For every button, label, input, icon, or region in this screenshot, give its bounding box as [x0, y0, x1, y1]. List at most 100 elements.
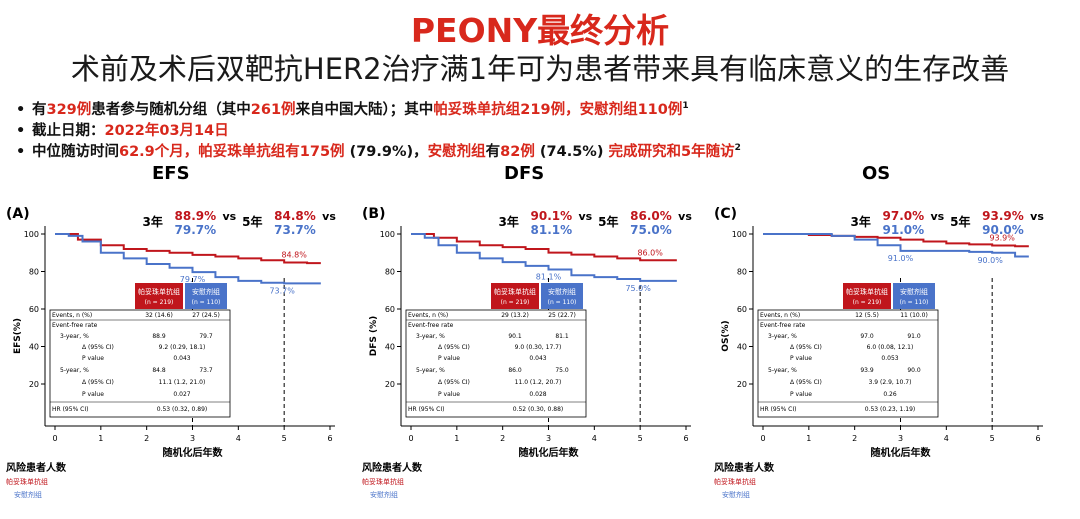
- table-events-pert: 12 (5.5): [855, 312, 879, 319]
- panel-title-dfs: DFS: [504, 163, 545, 184]
- bullet-text: 62.9个月，帕妥珠单抗组有175例: [119, 144, 345, 160]
- curve-placebo: [763, 233, 1029, 258]
- arm-header-pert-n: (n = 219): [145, 299, 174, 306]
- stats-table: [49, 309, 231, 418]
- table-5y-plac: 75.0: [555, 367, 569, 374]
- table-3y-pert: 97.0: [860, 333, 874, 340]
- landmark-5y-pert: 86.0%: [630, 209, 672, 223]
- table-label-3y: 3-year, %: [768, 333, 797, 340]
- arm-header-plac-n: (n = 110): [192, 299, 221, 306]
- y-tick-label: 40: [385, 343, 395, 352]
- table-5y-plac: 73.7: [199, 367, 213, 374]
- bullet-text: (74.5%): [534, 144, 609, 160]
- bullet-text: 有: [485, 144, 501, 160]
- table-delta-3y: 6.0 (0.08, 12.1): [867, 344, 914, 351]
- vs-label: vs: [322, 210, 336, 223]
- bullet-dot: •: [16, 102, 26, 118]
- arm-header-plac-n: (n = 110): [548, 299, 577, 306]
- table-p-3y: 0.043: [173, 355, 190, 362]
- panel-title-efs: EFS: [152, 163, 190, 184]
- y-tick-label: 100: [732, 230, 747, 239]
- bullet-text: 截止日期：: [32, 123, 105, 139]
- landmark-3y-plac: 81.1%: [531, 223, 573, 237]
- table-label-p5: P value: [790, 391, 812, 398]
- point-label-5y-pert: 93.9%: [989, 233, 1015, 242]
- bullet-text: 中位随访时间: [32, 144, 119, 160]
- arm-header-plac: [541, 283, 583, 309]
- point-label-3y-plac: 91.0%: [888, 254, 914, 263]
- landmark-5y-pert: 93.9%: [982, 209, 1024, 223]
- risk-row-pert-label: 帕妥珠单抗组: [714, 477, 756, 486]
- x-tick-label: 0: [52, 434, 57, 443]
- x-tick-label: 2: [852, 434, 857, 443]
- y-tick-label: 60: [29, 305, 39, 314]
- y-tick-label: 60: [737, 305, 747, 314]
- x-tick-label: 6: [327, 434, 332, 443]
- landmark-5y-plac: 73.7%: [274, 223, 316, 237]
- landmark-5y-label: 5年: [242, 214, 262, 229]
- table-p-3y: 0.043: [529, 355, 546, 362]
- x-tick-label: 6: [683, 434, 688, 443]
- risk-row-plac-label: 安慰剂组: [370, 490, 398, 499]
- table-label-hr: HR (95% CI): [408, 406, 444, 413]
- table-3y-plac: 81.1: [555, 333, 569, 340]
- table-3y-plac: 79.7: [199, 333, 213, 340]
- y-tick-label: 20: [737, 380, 747, 389]
- y-tick-label: 20: [29, 380, 39, 389]
- stats-table: [405, 309, 587, 418]
- x-tick-label: 5: [638, 434, 643, 443]
- landmark-3y-label: 3年: [143, 214, 163, 229]
- landmark-5y-plac: 75.0%: [630, 223, 672, 237]
- landmark-5y-plac: 90.0%: [982, 223, 1024, 237]
- x-axis-label: 随机化后年数: [519, 446, 580, 459]
- table-events-plac: 25 (22.7): [548, 312, 576, 319]
- table-5y-pert: 84.8: [152, 367, 166, 374]
- x-axis-label: 随机化后年数: [163, 446, 224, 459]
- vs-label: vs: [579, 210, 593, 223]
- y-tick-label: 60: [385, 305, 395, 314]
- table-5y-pert: 93.9: [860, 367, 874, 374]
- table-label-delta3: Δ (95% CI): [82, 344, 114, 351]
- arm-header-plac-label: 安慰剂组: [548, 287, 576, 296]
- panel-letter: (A): [6, 206, 30, 222]
- table-5y-pert: 86.0: [508, 367, 522, 374]
- table-label-events: Events, n (%): [408, 312, 448, 319]
- vs-label: vs: [678, 210, 692, 223]
- y-axis-label: DFS (%): [369, 316, 379, 356]
- table-delta-3y: 9.2 (0.29, 18.1): [159, 344, 206, 351]
- arm-header-pert: [843, 283, 891, 309]
- bullet-text: 1: [682, 101, 689, 112]
- table-hr: 0.52 (0.30, 0.88): [513, 406, 563, 413]
- bullet-text: 82例: [500, 144, 535, 160]
- table-events-plac: 11 (10.0): [900, 312, 928, 319]
- x-tick-label: 4: [944, 434, 949, 443]
- arm-header-pert-label: 帕妥珠单抗组: [846, 287, 888, 296]
- point-label-5y-pert: 84.8%: [281, 251, 307, 260]
- y-tick-label: 40: [29, 343, 39, 352]
- bullet-3: • 中位随访时间62.9个月，帕妥珠单抗组有175例 (79.9%)，安慰剂组有8…: [16, 140, 1076, 161]
- table-label-efr: Event-free rate: [408, 322, 454, 329]
- table-delta-5y: 3.9 (2.9, 10.7): [869, 379, 912, 386]
- panel-letter: (C): [714, 206, 737, 222]
- bullet-text: 患者参与随机分组（其中: [91, 102, 251, 118]
- landmark-3y-pert: 97.0%: [883, 209, 925, 223]
- y-tick-label: 80: [737, 268, 747, 277]
- risk-row-plac-label: 安慰剂组: [722, 490, 750, 499]
- arm-header-pert: [135, 283, 183, 309]
- table-label-efr: Event-free rate: [760, 322, 806, 329]
- arm-header-pert-n: (n = 219): [853, 299, 882, 306]
- y-axis-label: OS(%): [721, 320, 731, 351]
- bullet-2: • 截止日期：2022年03月14日: [16, 119, 1076, 140]
- table-label-delta5: Δ (95% CI): [790, 379, 822, 386]
- table-events-pert: 29 (13.2): [501, 312, 529, 319]
- x-tick-label: 6: [1035, 434, 1040, 443]
- table-hr: 0.53 (0.32, 0.89): [157, 406, 207, 413]
- x-tick-label: 1: [806, 434, 811, 443]
- table-p-5y: 0.027: [173, 391, 190, 398]
- bullet-text: 有: [32, 102, 47, 118]
- curve-placebo: [411, 233, 677, 282]
- stats-table: [757, 309, 939, 418]
- slide-title: PEONY最终分析: [410, 11, 670, 50]
